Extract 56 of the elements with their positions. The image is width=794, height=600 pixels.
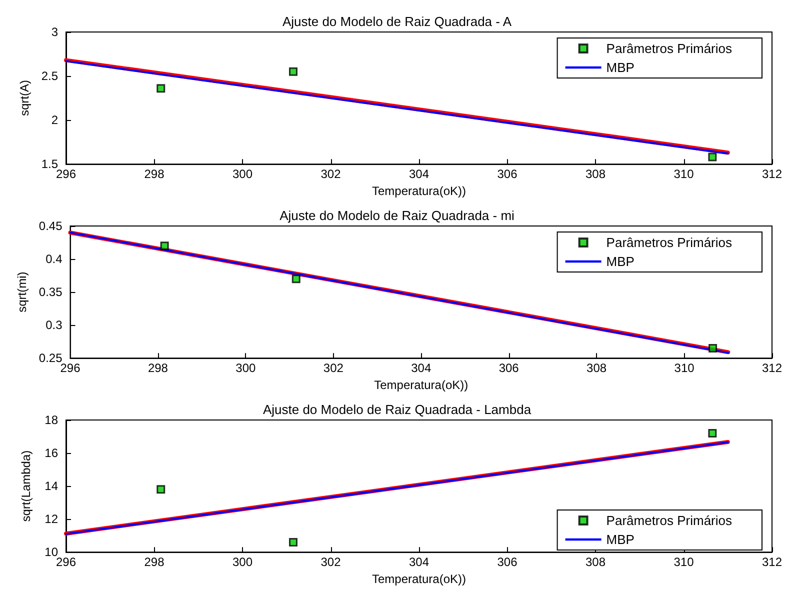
legend-label: Parâmetros Primários — [606, 513, 732, 528]
x-tick-label: 296 — [56, 555, 76, 570]
x-tick-label: 300 — [232, 555, 253, 570]
y-tick-label: 0.35 — [38, 285, 63, 300]
y-axis-title: sqrt(mi) — [15, 272, 29, 312]
legend-label: Parâmetros Primários — [606, 235, 732, 250]
x-tick-label: 300 — [236, 361, 256, 376]
x-tick-label: 300 — [232, 167, 253, 182]
chart-title: Ajuste do Modelo de Raiz Quadrada - Lambda — [262, 402, 532, 417]
legend-label: MBP — [606, 60, 634, 75]
y-tick-label: 18 — [44, 413, 58, 427]
x-tick-label: 310 — [674, 555, 694, 570]
y-tick-label: 0.3 — [46, 318, 63, 332]
y-tick-label: 2.5 — [41, 69, 58, 84]
x-tick-label: 312 — [762, 555, 782, 570]
x-tick-label: 310 — [674, 361, 695, 376]
x-tick-label: 302 — [323, 361, 344, 376]
y-tick-label: 1.5 — [41, 157, 58, 172]
x-tick-label: 306 — [497, 167, 518, 182]
y-axis-title: sqrt(Lambda) — [19, 450, 33, 522]
chart-title: Ajuste do Modelo de Raiz Quadrada - mi — [280, 208, 515, 223]
x-tick-label: 298 — [144, 167, 165, 182]
y-tick-label: 14 — [44, 479, 58, 494]
x-tick-label: 308 — [585, 555, 606, 570]
x-tick-label: 302 — [320, 167, 342, 182]
x-tick-label: 304 — [408, 167, 430, 182]
x-axis-title: Temperatura(oK)) — [372, 184, 466, 198]
x-tick-label: 296 — [60, 361, 81, 376]
x-tick-label: 308 — [586, 361, 607, 376]
x-axis-title: Temperatura(oK)) — [372, 572, 466, 586]
y-tick-label: 12 — [44, 512, 58, 526]
x-tick-label: 308 — [585, 167, 606, 182]
y-tick-label: 16 — [44, 446, 58, 460]
x-tick-label: 312 — [762, 167, 782, 182]
x-tick-label: 310 — [674, 167, 694, 182]
x-tick-label: 304 — [411, 361, 432, 376]
x-tick-label: 306 — [497, 555, 518, 570]
x-tick-label: 302 — [320, 555, 342, 570]
y-tick-label: 0.4 — [46, 252, 63, 266]
x-tick-label: 304 — [408, 555, 430, 570]
y-tick-label: 10 — [44, 545, 58, 560]
y-tick-label: 2 — [51, 113, 58, 128]
x-tick-label: 298 — [144, 555, 165, 570]
x-tick-label: 298 — [148, 361, 168, 376]
x-tick-label: 306 — [498, 361, 520, 376]
y-axis-title: sqrt(A) — [17, 80, 32, 116]
legend-label: Parâmetros Primários — [606, 41, 732, 56]
legend-label: MBP — [606, 254, 634, 269]
legend-label: MBP — [606, 532, 634, 547]
y-tick-label: 0.45 — [38, 219, 63, 233]
x-axis-title: Temperatura(oK)) — [374, 378, 468, 392]
y-tick-label: 3 — [51, 25, 58, 39]
x-tick-label: 296 — [56, 167, 76, 182]
y-tick-label: 0.25 — [38, 351, 63, 366]
chart-title: Ajuste do Modelo de Raiz Quadrada - A — [282, 14, 512, 29]
x-tick-label: 312 — [762, 361, 782, 376]
